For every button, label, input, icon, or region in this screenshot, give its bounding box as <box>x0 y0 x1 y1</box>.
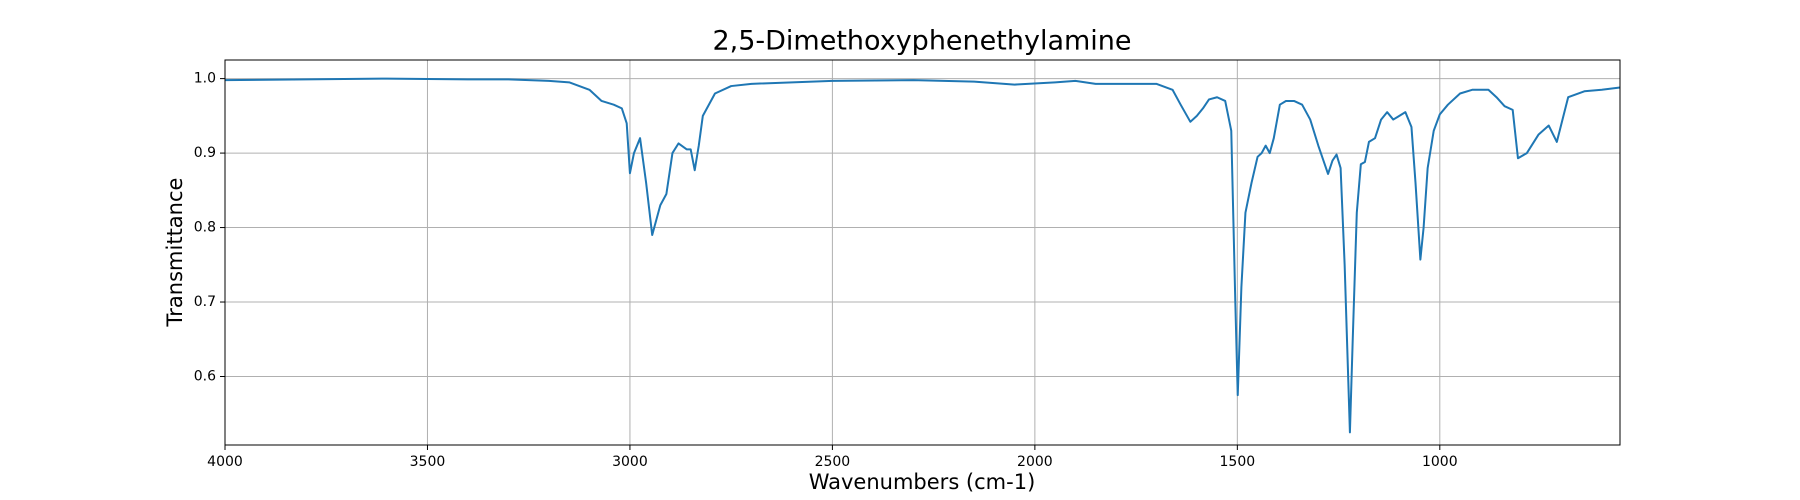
x-axis-label: Wavenumbers (cm-1) <box>809 470 1036 494</box>
y-tick-label: 0.7 <box>194 294 216 310</box>
y-axis-label: Transmittance <box>163 178 187 328</box>
x-tick-label: 1500 <box>1220 454 1256 470</box>
x-tick-label: 2000 <box>1017 454 1053 470</box>
x-tick-label: 1000 <box>1422 454 1458 470</box>
y-tick-label: 0.6 <box>194 368 216 384</box>
plot-frame <box>224 59 1621 446</box>
chart-title: 2,5-Dimethoxyphenethylamine <box>712 26 1131 57</box>
x-tick-label: 4000 <box>207 454 243 470</box>
y-tick-label: 0.9 <box>194 145 216 161</box>
y-tick-label: 0.8 <box>194 220 216 236</box>
x-tick-label: 3500 <box>410 454 446 470</box>
spectrum-line <box>224 77 1621 434</box>
x-tick-label: 2500 <box>815 454 851 470</box>
y-tick-label: 1.0 <box>194 71 216 87</box>
x-tick-label: 3000 <box>612 454 648 470</box>
